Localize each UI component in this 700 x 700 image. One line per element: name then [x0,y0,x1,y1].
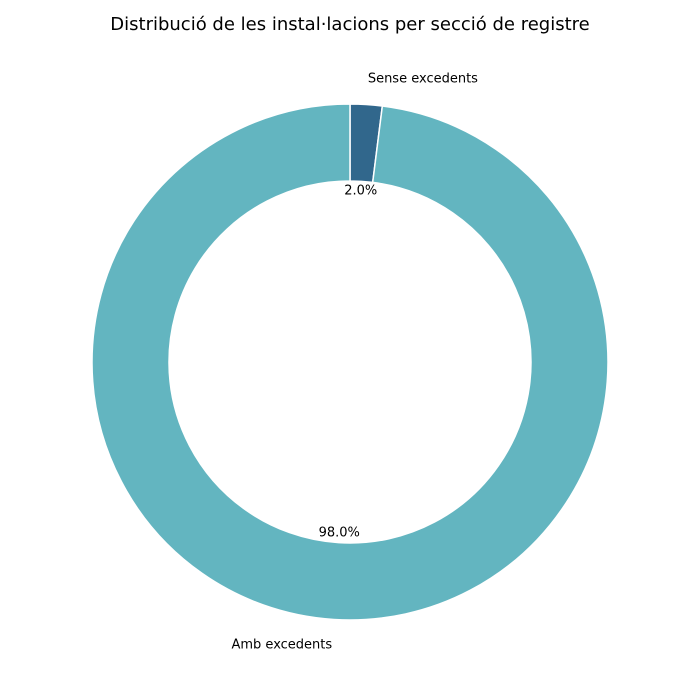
donut-slice-1 [91,103,609,621]
donut-labels: Sense excedents 2.0% Amb excedents 98.0% [231,71,478,652]
slice-label-0: Sense excedents [368,71,478,86]
percent-label-0: 2.0% [344,184,377,199]
donut-slices [91,103,609,621]
chart-title: Distribució de les instal·lacions per se… [110,14,589,35]
slice-label-1: Amb excedents [231,638,332,653]
percent-label-1: 98.0% [319,525,360,540]
